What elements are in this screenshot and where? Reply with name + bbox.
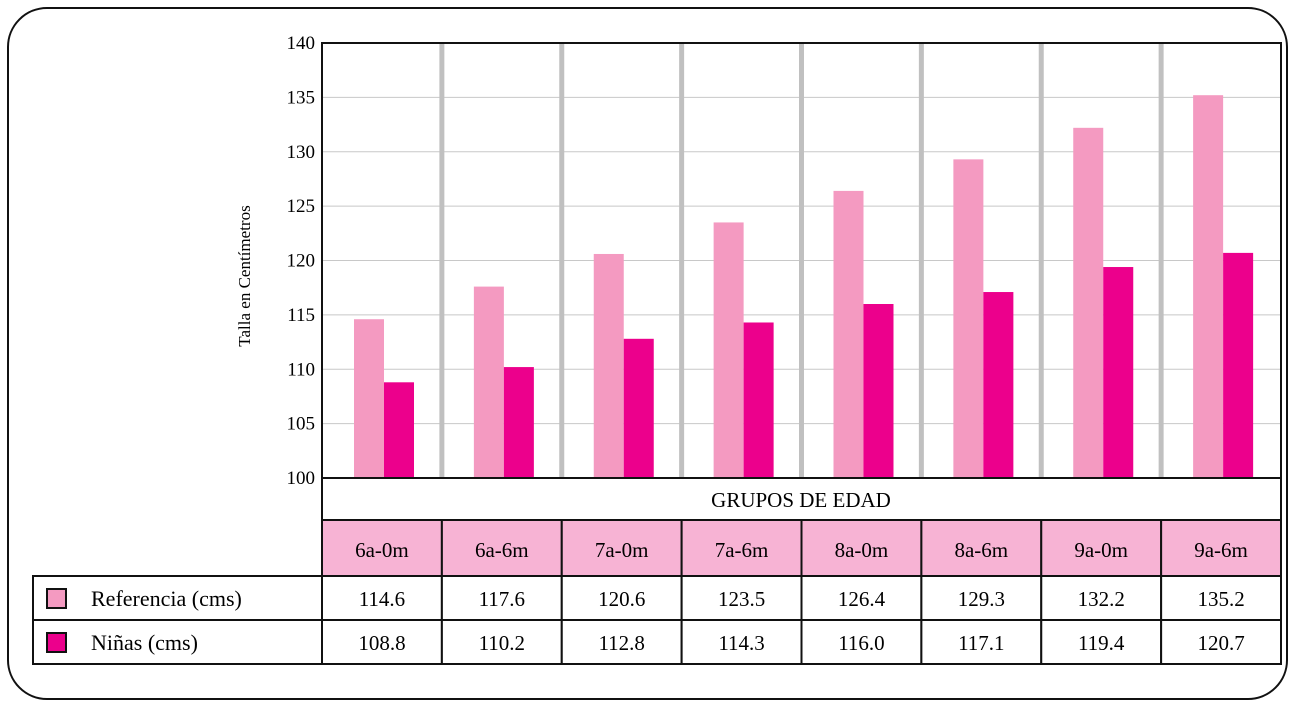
bar-ninas (503, 367, 534, 478)
bar-ninas (863, 304, 894, 478)
table-cell-value: 114.3 (718, 631, 764, 655)
table-cell (560, 619, 683, 665)
y-tick-label: 105 (287, 414, 316, 435)
data-table: 6a-0m 6a-6m 7a-0m 7a-6m 8a-0m 8a-6m 9a-0m 9a-6m… (32, 519, 1282, 665)
y-tick-label: 130 (287, 142, 316, 163)
table-cell (1160, 619, 1282, 665)
table-cell-value: 112.8 (598, 631, 644, 655)
bar-ninas (1103, 267, 1134, 478)
table-cell-value: 120.7 (1197, 631, 1244, 655)
y-tick-label: 135 (287, 87, 316, 108)
table-cell (440, 575, 563, 621)
category-label: 8a-6m (954, 538, 1008, 562)
table-cell-value: 114.6 (359, 587, 405, 611)
table-cell (680, 619, 803, 665)
table-cell (920, 619, 1043, 665)
legend-swatch (46, 632, 67, 653)
y-tick-label: 125 (287, 196, 316, 217)
bar-referencia (713, 222, 744, 478)
table-cell-value: 123.5 (718, 587, 765, 611)
bar-referencia (953, 159, 984, 479)
y-axis-label: Talla en Centímetros (235, 205, 254, 346)
y-tick-labels: 100 105 110 115 120 125 130 135 140 (287, 33, 316, 489)
bars (354, 95, 1254, 479)
x-axis-title-box (321, 477, 1282, 521)
y-tick-label: 110 (287, 359, 315, 380)
bar-referencia (1193, 95, 1224, 478)
bar-referencia (593, 253, 624, 478)
table-cell-value: 117.1 (958, 631, 1004, 655)
category-header-cell (1040, 519, 1163, 577)
bar-ninas (743, 322, 774, 478)
legend-swatch (46, 588, 67, 609)
table-cell-value: 110.2 (479, 631, 525, 655)
table-cell (440, 619, 563, 665)
chart-frame (7, 7, 1288, 700)
bar-ninas (623, 338, 654, 478)
group-separators (439, 43, 1164, 478)
y-tick-label: 120 (287, 251, 316, 272)
category-label: 7a-0m (595, 538, 649, 562)
table-cell (321, 575, 443, 621)
table-cell (560, 575, 683, 621)
bar-referencia (473, 286, 504, 478)
category-header-cell (800, 519, 923, 577)
y-tick-label: 140 (287, 33, 316, 54)
table-cell-value: 120.6 (598, 587, 645, 611)
table-cell-value: 108.8 (358, 631, 405, 655)
table-cell-value: 126.4 (838, 587, 886, 611)
category-label: 6a-0m (355, 538, 409, 562)
x-axis-label: GRUPOS DE EDAD (711, 488, 891, 512)
row-label: Referencia (cms) (91, 586, 242, 611)
y-tick-label: 115 (287, 305, 315, 326)
table-cell-value: 135.2 (1197, 587, 1244, 611)
table-cell-value: 119.4 (1078, 631, 1125, 655)
category-header-cell (1160, 519, 1282, 577)
table-cell-value: 116.0 (838, 631, 884, 655)
bar-ninas (1223, 252, 1254, 478)
table-cell-value: 132.2 (1078, 587, 1125, 611)
table-cell-value: 117.6 (479, 587, 525, 611)
table-cell (800, 619, 923, 665)
table-cell-value: 129.3 (958, 587, 1005, 611)
category-header-cell (560, 519, 683, 577)
category-label: 7a-6m (715, 538, 769, 562)
y-tick-label: 100 (287, 468, 316, 489)
category-label: 9a-6m (1194, 538, 1248, 562)
category-header-cell (680, 519, 803, 577)
bar-ninas (983, 292, 1014, 478)
bar-referencia (833, 190, 864, 478)
bar-ninas (384, 382, 414, 478)
row-label: Niñas (cms) (91, 630, 198, 655)
row-label-cell (32, 575, 323, 621)
category-label: 8a-0m (835, 538, 889, 562)
bar-referencia (1073, 127, 1104, 478)
category-label: 9a-0m (1074, 538, 1128, 562)
table-cell (680, 575, 803, 621)
bar-referencia (354, 319, 384, 478)
category-label: 6a-6m (475, 538, 529, 562)
